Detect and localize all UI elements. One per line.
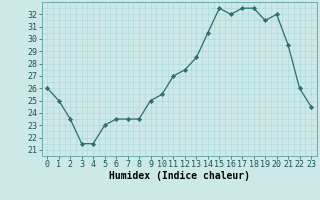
X-axis label: Humidex (Indice chaleur): Humidex (Indice chaleur) bbox=[109, 171, 250, 181]
